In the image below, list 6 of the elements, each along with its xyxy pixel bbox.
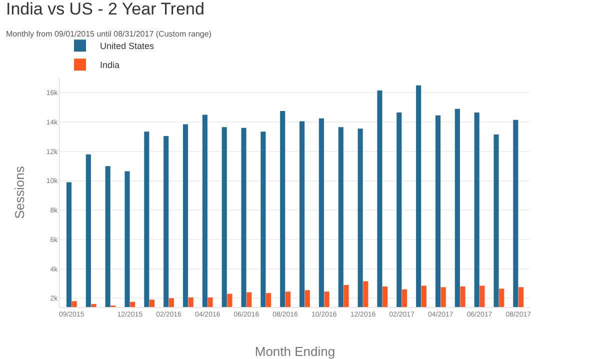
legend-label: United States xyxy=(100,41,155,52)
x-axis-title: Month Ending xyxy=(254,344,336,359)
chart-title: India vs US - 2 Year Trend xyxy=(6,0,204,18)
chart-subtitle: Monthly from 09/01/2015 until 08/31/2017 (Custom range) xyxy=(6,29,212,38)
legend-label: India xyxy=(100,60,120,70)
y-axis-title: Sessions xyxy=(12,166,27,219)
